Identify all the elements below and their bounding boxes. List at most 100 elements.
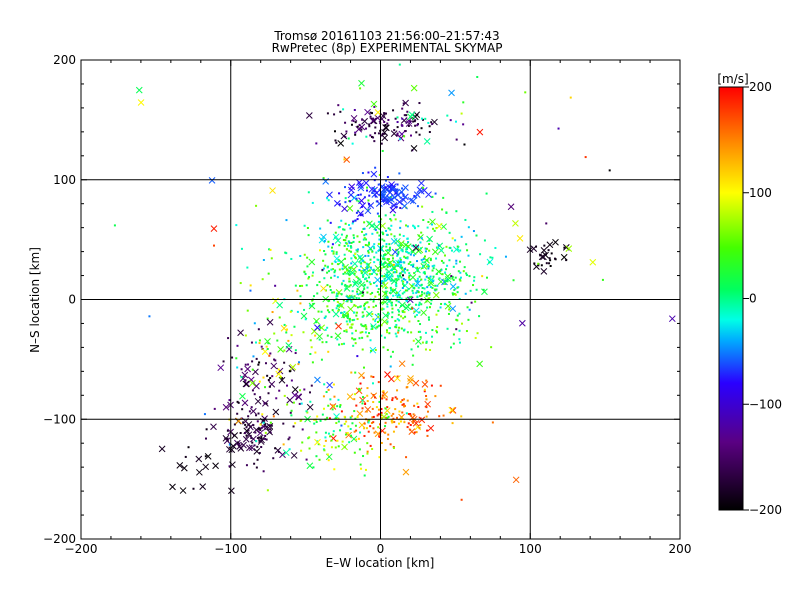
data-point-dot [419,241,422,244]
data-point-dot [412,292,415,295]
data-point-dot [348,266,351,269]
data-point-dot [491,421,494,424]
data-point-dot [400,417,403,420]
data-point-dot [324,264,327,267]
data-point-dot [467,226,470,229]
data-point-dot [338,343,341,346]
data-point-cross [355,179,363,186]
data-point-dot [384,291,387,294]
data-point-dot [326,112,329,115]
data-point-dot [417,405,420,408]
data-point-dot [346,300,349,303]
data-point-dot [397,313,400,316]
data-point-dot [398,310,401,313]
data-point-dot [395,248,398,251]
data-point-dot [366,244,369,247]
data-point-cross [512,220,519,227]
data-point-dot [402,329,405,332]
data-point-dot [398,172,401,175]
data-point-dot [205,428,208,431]
data-point-dot [260,345,263,348]
data-point-dot [259,428,262,431]
data-point-dot [337,398,340,401]
data-point-dot [376,291,379,294]
data-point-dot [260,426,263,429]
data-point-dot [432,267,435,270]
data-point-dot [357,277,360,280]
data-point-cross [208,177,216,184]
data-point-dot [402,194,405,197]
data-point-dot [383,191,386,194]
data-point-dot [269,248,272,251]
data-point-dot [285,331,288,334]
data-point-dot [412,265,415,268]
data-point-dot [448,301,451,304]
data-point-cross [196,468,203,476]
data-point-cross [254,397,262,405]
data-point-dot [283,323,286,326]
data-point-dot [454,293,457,296]
data-point-dot [413,404,416,407]
data-point-dot [367,171,370,174]
data-point-dot [301,428,304,431]
data-point-dot [375,406,378,409]
data-point-dot [460,322,463,325]
data-point-dot [343,310,346,313]
data-point-dot [404,315,407,318]
data-point-dot [396,274,399,277]
data-point-dot [426,429,429,432]
data-point-dot [355,297,358,300]
data-point-dot [412,413,415,416]
data-point-dot [419,336,422,339]
data-point-cross [355,387,363,395]
data-point-dot [243,431,246,434]
data-point-cross [362,179,370,187]
data-point-dot [279,376,282,379]
data-point-cross [262,400,269,407]
data-point-dot [370,375,373,378]
data-point-dot [426,259,429,262]
data-point-dot [299,419,302,422]
data-point-dot [540,264,543,267]
data-point-dot [386,233,389,236]
data-point-dot [363,302,366,305]
data-point-cross [241,399,249,407]
data-point-dot [392,446,395,449]
data-point-dot [382,281,385,284]
data-point-cross [409,197,417,205]
data-point-dot [342,299,345,302]
data-point-dot [417,345,420,348]
data-point-dot [384,407,387,410]
data-point-dot [470,301,473,304]
data-point-dot [370,325,373,328]
data-point-dot [381,238,384,241]
y-tick-label: −100 [43,412,76,426]
data-point-dot [334,231,337,234]
data-point-dot [392,257,395,260]
data-point-dot [360,272,363,275]
data-point-dot [408,274,411,277]
data-point-dot [255,440,258,443]
data-point-dot [369,425,372,428]
data-point-dot [441,273,444,276]
data-point-dot [421,287,424,290]
data-point-cross [210,423,217,431]
data-point-cross [408,111,416,119]
data-point-cross [343,156,351,164]
data-point-dot [377,381,380,384]
data-point-dot [254,431,257,434]
data-point-cross [335,322,342,330]
data-point-dot [407,124,410,127]
data-point-dot [345,420,348,423]
data-point-cross [370,117,378,125]
data-point-dot [325,341,328,344]
data-point-dot [393,268,396,271]
chart-subtitle: RwPretec (8p) EXPERIMENTAL SKYMAP [272,41,503,55]
data-point-dot [426,226,429,229]
data-point-dot [425,294,428,297]
data-point-dot [353,272,356,275]
data-point-dot [353,281,356,284]
data-point-dot [425,275,428,278]
data-point-dot [386,416,389,419]
data-point-dot [365,127,368,130]
